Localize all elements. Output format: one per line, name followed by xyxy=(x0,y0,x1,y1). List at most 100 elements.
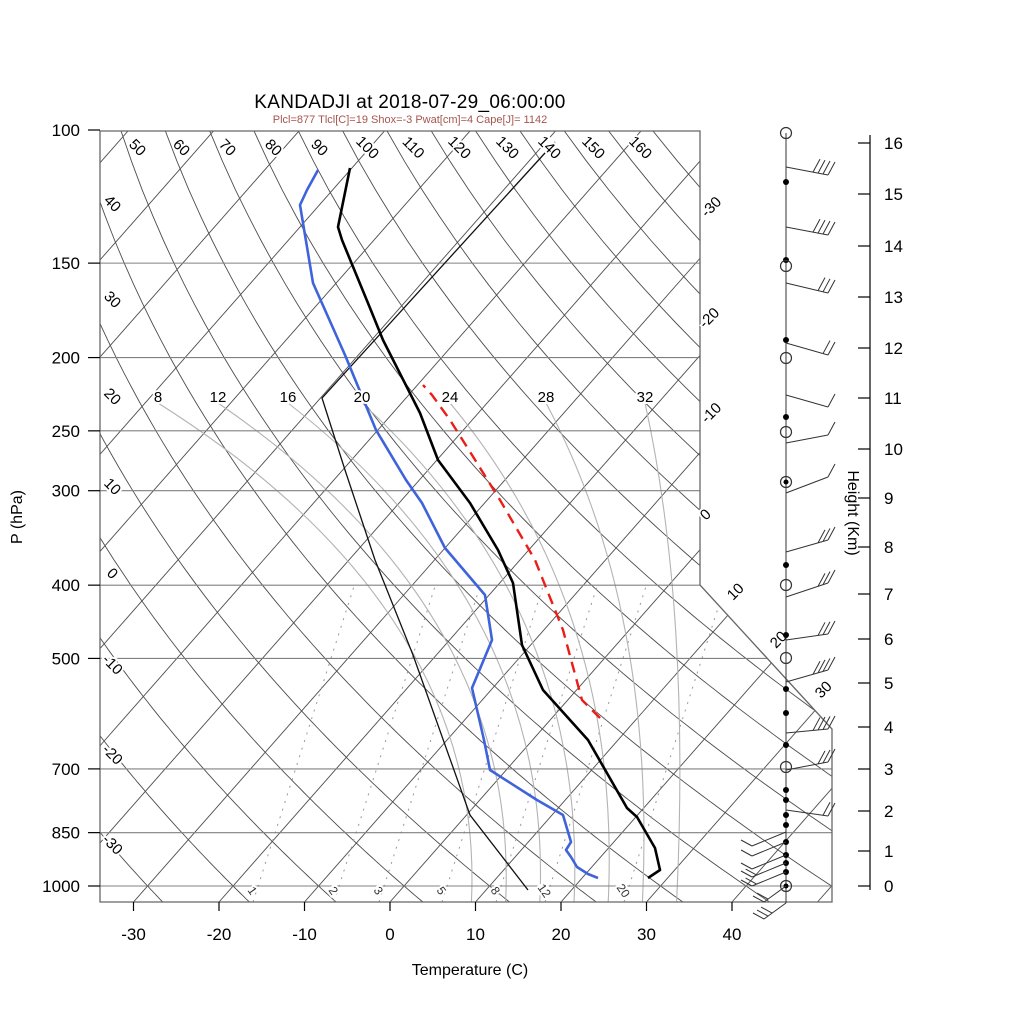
svg-text:12: 12 xyxy=(210,389,227,406)
wind-barb xyxy=(740,871,787,887)
temperature-axis: -30 -20 -10 0 10 20 30 40 xyxy=(121,902,741,944)
temperature-curve xyxy=(336,167,662,880)
pressure-gridlines xyxy=(100,262,832,887)
page-subtitle: Plcl=877 Tlcl[C]=19 Shox=-3 Pwat[cm]=4 C… xyxy=(272,114,548,126)
svg-text:20: 20 xyxy=(100,385,124,409)
wind-barb xyxy=(785,277,836,294)
wind-barb xyxy=(785,620,836,641)
wind-barb xyxy=(785,340,836,356)
plot-border xyxy=(99,130,833,903)
svg-text:150: 150 xyxy=(52,254,80,273)
svg-text:-10: -10 xyxy=(99,651,126,678)
wind-barb xyxy=(785,421,836,444)
wind-barb xyxy=(740,831,787,847)
svg-text:130: 130 xyxy=(492,133,522,163)
svg-text:30: 30 xyxy=(812,678,836,702)
y-axis-label: P (hPa) xyxy=(9,490,26,544)
pressure-axis: 100 150 200 250 300 400 500 700 850 1000 xyxy=(42,121,100,896)
moist-adiabats xyxy=(157,402,681,902)
svg-text:20: 20 xyxy=(354,389,371,406)
svg-text:60: 60 xyxy=(169,136,193,160)
parcel-curve xyxy=(422,384,601,719)
svg-text:-30: -30 xyxy=(698,193,725,220)
page-title: KANDADJI at 2018-07-29_06:00:00 xyxy=(254,92,566,113)
x-axis-label: Temperature (C) xyxy=(411,962,529,979)
svg-text:-20: -20 xyxy=(207,925,232,944)
svg-text:500: 500 xyxy=(52,649,80,668)
height-axis-label: Height (Km) xyxy=(844,470,861,556)
wind-barb xyxy=(785,463,836,494)
svg-text:850: 850 xyxy=(52,824,80,843)
svg-text:40: 40 xyxy=(723,925,742,944)
sounding-curves xyxy=(298,167,662,880)
svg-text:80: 80 xyxy=(261,136,285,160)
wind-barb xyxy=(785,715,836,734)
svg-text:300: 300 xyxy=(52,482,80,501)
svg-text:3: 3 xyxy=(884,760,893,779)
svg-text:15: 15 xyxy=(884,185,903,204)
wind-barb xyxy=(785,526,836,553)
wind-barb xyxy=(740,862,787,878)
svg-text:250: 250 xyxy=(52,422,80,441)
svg-text:32: 32 xyxy=(637,389,654,406)
svg-text:50: 50 xyxy=(125,136,149,160)
svg-text:70: 70 xyxy=(215,136,239,160)
svg-text:2: 2 xyxy=(884,802,893,821)
svg-text:0: 0 xyxy=(884,877,893,896)
svg-text:10: 10 xyxy=(100,475,124,499)
standard-atmosphere-line xyxy=(321,141,556,891)
svg-text:100: 100 xyxy=(52,121,80,140)
svg-text:-10: -10 xyxy=(698,399,725,426)
svg-text:11: 11 xyxy=(884,389,902,408)
dewpoint-curve xyxy=(298,169,599,880)
svg-text:10: 10 xyxy=(724,580,748,604)
svg-text:10: 10 xyxy=(466,925,485,944)
wind-barb xyxy=(785,656,836,683)
svg-text:14: 14 xyxy=(884,237,903,256)
wind-barbs xyxy=(740,126,836,920)
svg-text:0: 0 xyxy=(385,925,394,944)
wind-barb xyxy=(740,841,787,857)
svg-text:5: 5 xyxy=(884,674,893,693)
svg-text:30: 30 xyxy=(100,288,124,312)
svg-text:8: 8 xyxy=(154,389,162,406)
svg-text:1: 1 xyxy=(884,842,893,861)
svg-text:-20: -20 xyxy=(99,741,126,768)
svg-text:12: 12 xyxy=(884,339,903,358)
svg-text:150: 150 xyxy=(578,133,608,163)
wind-barb xyxy=(785,218,836,236)
svg-text:20: 20 xyxy=(614,881,633,900)
mixing-ratio-lines xyxy=(252,584,726,902)
svg-text:1000: 1000 xyxy=(42,877,80,896)
svg-text:20: 20 xyxy=(552,925,571,944)
wind-barb xyxy=(785,158,836,176)
wind-barb xyxy=(740,854,787,870)
svg-text:0: 0 xyxy=(103,565,121,583)
svg-text:4: 4 xyxy=(884,718,893,737)
svg-text:16: 16 xyxy=(280,389,297,406)
svg-text:400: 400 xyxy=(52,576,80,595)
svg-text:100: 100 xyxy=(352,133,382,163)
wind-barb xyxy=(752,902,787,920)
svg-text:700: 700 xyxy=(52,760,80,779)
svg-text:200: 200 xyxy=(52,349,80,368)
svg-text:13: 13 xyxy=(884,288,903,307)
family-labels: 50 60 70 80 90 100 110 120 130 140 150 160403020100… xyxy=(97,131,838,902)
svg-text:-30: -30 xyxy=(121,925,146,944)
svg-text:8: 8 xyxy=(884,538,893,557)
svg-text:120: 120 xyxy=(444,133,474,163)
wind-barb xyxy=(785,802,836,817)
svg-text:9: 9 xyxy=(884,489,893,508)
wind-barb xyxy=(785,569,836,598)
wind-barb xyxy=(785,748,836,771)
svg-text:12: 12 xyxy=(535,881,554,900)
wind-barb xyxy=(785,393,836,408)
svg-text:30: 30 xyxy=(637,925,656,944)
svg-text:10: 10 xyxy=(884,440,903,459)
svg-text:16: 16 xyxy=(884,134,903,153)
svg-text:-10: -10 xyxy=(292,925,317,944)
wind-barb xyxy=(752,885,787,903)
